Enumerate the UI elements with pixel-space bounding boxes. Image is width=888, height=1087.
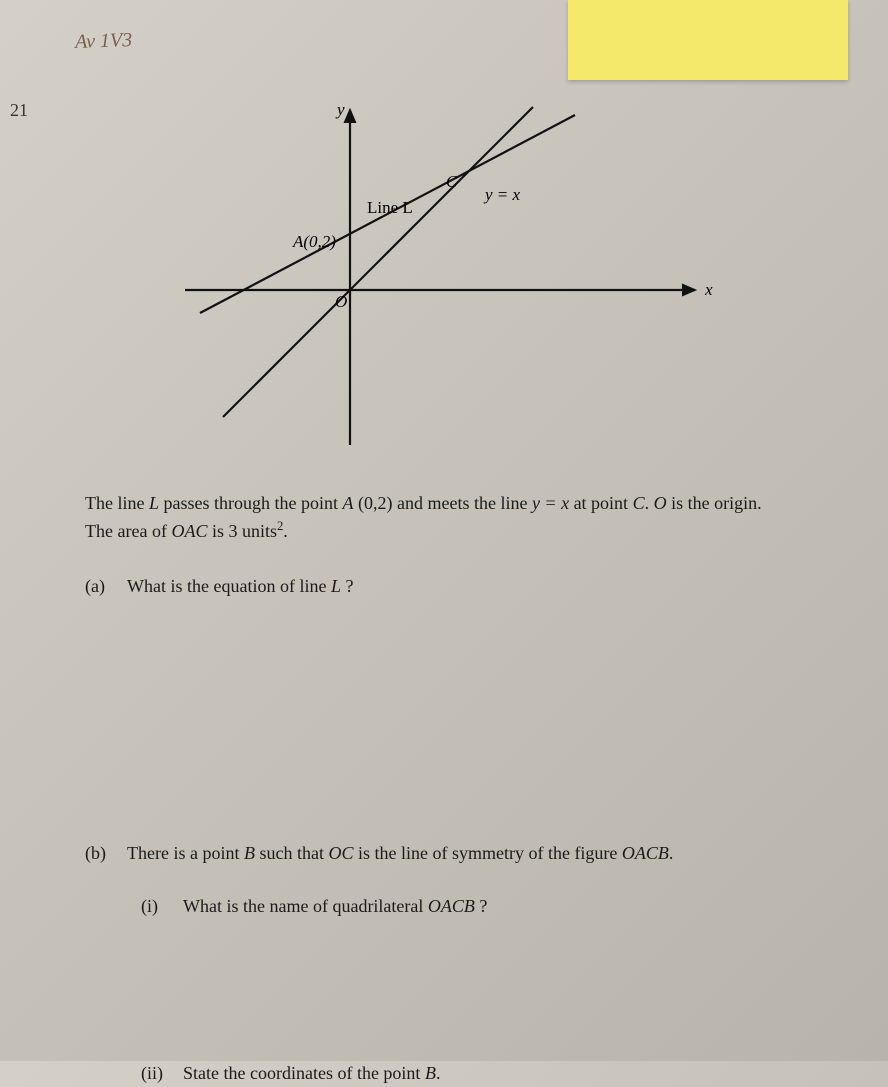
intro-line1: The line L passes through the point A (0… — [85, 490, 808, 517]
intro-line2: The area of OAC is 3 units2. — [85, 517, 808, 545]
part-b-i-label: (i) — [127, 893, 183, 920]
part-b-intro: There is a point B such that OC is the l… — [127, 840, 808, 867]
part-a-question: What is the equation of line L ? — [127, 573, 808, 600]
part-b-ii-label: (ii) — [127, 1060, 183, 1087]
part-b-ii-question: State the coordinates of the point B. — [183, 1060, 440, 1087]
problem-text: The line L passes through the point A (0… — [85, 490, 808, 1087]
coordinate-diagram: y x O A(0,2) Line L C y = x — [175, 95, 725, 465]
part-a: (a) What is the equation of line L ? — [85, 573, 808, 600]
part-b-label: (b) — [85, 840, 127, 1087]
label-A: A(0,2) — [292, 232, 336, 251]
label-O: O — [335, 292, 347, 311]
handwritten-annotation: Av 1V3 — [75, 29, 133, 54]
part-b-i-question: What is the name of quadrilateral OACB ? — [183, 893, 487, 920]
part-b: (b) There is a point B such that OC is t… — [85, 840, 808, 1087]
label-y: y — [335, 100, 345, 119]
part-b-i: (i) What is the name of quadrilateral OA… — [127, 893, 808, 920]
label-line-L: Line L — [367, 198, 413, 217]
part-b-ii: (ii) State the coordinates of the point … — [127, 1060, 808, 1087]
label-C: C — [446, 172, 458, 191]
page-number: 21 — [10, 100, 28, 121]
label-yx: y = x — [483, 185, 521, 204]
line-y-equals-x — [223, 107, 533, 417]
part-a-label: (a) — [85, 573, 127, 600]
sticky-note — [568, 0, 848, 80]
label-x: x — [704, 280, 713, 299]
